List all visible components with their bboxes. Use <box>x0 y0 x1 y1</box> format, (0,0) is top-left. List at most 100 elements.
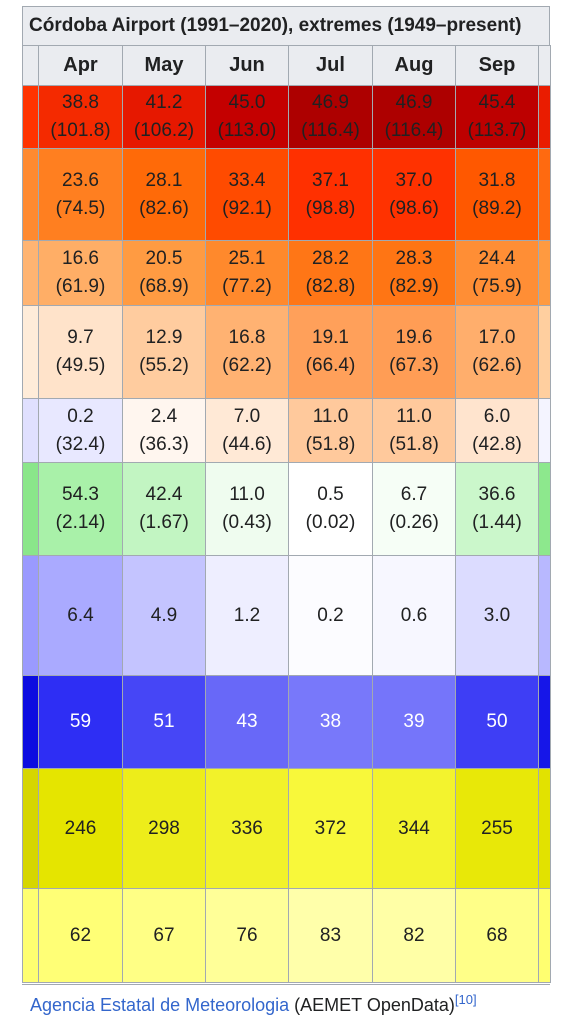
cell-text: (1.67) <box>139 512 189 533</box>
edge-cell <box>538 555 551 676</box>
cell-text: 45.0 <box>228 92 266 113</box>
cell-text: 11.0 <box>396 405 432 427</box>
cell-text: 76 <box>236 924 258 946</box>
table-cell: 46.9 (116.4) <box>372 85 456 149</box>
edge-cell <box>22 462 39 556</box>
cell-text: (66.4) <box>305 355 356 376</box>
source-footer: Agencia Estatal de Meteorologia (AEMET O… <box>22 984 550 1018</box>
edge-cell <box>538 462 551 556</box>
cell-text: 4.9 <box>150 604 178 626</box>
edge-cell <box>538 305 551 399</box>
cell-text: 68 <box>486 924 508 946</box>
cell-text: 3.0 <box>483 604 511 626</box>
cell-text: 6.7 <box>400 484 428 505</box>
table-cell: 12.9 (55.2) <box>122 305 206 399</box>
column-header: Apr <box>38 45 123 86</box>
cell-text: 37.0 <box>395 169 433 191</box>
cell-text: 83 <box>319 924 342 946</box>
cell-text: 298 <box>148 817 180 839</box>
table-cell: 11.0 (0.43) <box>205 462 289 556</box>
cell-text: 19.1 <box>312 327 349 348</box>
column-header: Jul <box>288 45 373 86</box>
cell-text: (1.44) <box>472 512 522 533</box>
table-cell: 0.2 (32.4) <box>38 398 123 463</box>
table-cell: 25.1 (77.2) <box>205 240 289 306</box>
table-cell: 67 <box>122 888 206 983</box>
cell-text: 28.2 <box>312 248 349 269</box>
table-cell: 54.3 (2.14) <box>38 462 123 556</box>
table-cell: 6.7 (0.26) <box>372 462 456 556</box>
table-cell: 43 <box>205 675 289 769</box>
cell-text: 33.4 <box>228 169 266 191</box>
cell-text: (101.8) <box>50 120 111 141</box>
edge-cell <box>22 888 39 983</box>
cell-text: (0.43) <box>222 512 272 533</box>
table-cell: 2.4 (36.3) <box>122 398 206 463</box>
cell-text: 0.5 <box>317 484 344 505</box>
cell-text: 16.8 <box>228 327 266 348</box>
cell-text: (92.1) <box>222 197 272 219</box>
edge-cell <box>22 398 39 463</box>
edge-cell <box>538 398 551 463</box>
cell-text: 20.5 <box>145 248 183 269</box>
cell-text: 45.4 <box>478 92 516 113</box>
table-cell: 28.2 (82.8) <box>288 240 373 306</box>
cell-text: (62.6) <box>472 355 522 376</box>
cell-text: 372 <box>314 817 347 839</box>
table-cell: 19.6 (67.3) <box>372 305 456 399</box>
source-note: (AEMET OpenData) <box>289 995 455 1015</box>
cell-text: (75.9) <box>472 276 522 297</box>
header-edge <box>22 45 39 86</box>
table-cell: 41.2 (106.2) <box>122 85 206 149</box>
cell-text: (44.6) <box>222 433 272 455</box>
table-cell: 17.0 (62.6) <box>455 305 539 399</box>
cell-text: 25.1 <box>228 248 266 269</box>
table-cell: 24.4 (75.9) <box>455 240 539 306</box>
column-header: Jun <box>205 45 289 86</box>
cell-text: 46.9 <box>395 92 433 113</box>
column-header: May <box>122 45 206 86</box>
table-cell: 19.1 (66.4) <box>288 305 373 399</box>
cell-text: 24.4 <box>478 248 516 269</box>
cell-text: 344 <box>398 817 430 839</box>
cell-text: 19.6 <box>395 327 433 348</box>
cell-text: 16.6 <box>62 248 99 269</box>
table-cell: 11.0 (51.8) <box>372 398 456 463</box>
cell-text: 43 <box>236 711 258 732</box>
table-cell: 62 <box>38 888 123 983</box>
cell-text: 67 <box>153 924 175 946</box>
table-cell: 11.0 (51.8) <box>288 398 373 463</box>
cell-text: (89.2) <box>472 197 522 219</box>
cell-text: (98.6) <box>389 197 439 219</box>
table-cell: 28.1 (82.6) <box>122 148 206 241</box>
cell-text: 39 <box>403 711 425 732</box>
table-cell: 82 <box>372 888 456 983</box>
reference[interactable]: [10] <box>454 992 477 1007</box>
table-cell: 344 <box>372 768 456 889</box>
cell-text: 50 <box>486 711 508 732</box>
table-cell: 83 <box>288 888 373 983</box>
cell-text: 38.8 <box>62 92 99 113</box>
cell-text: (0.02) <box>305 512 356 533</box>
source-link[interactable]: Agencia Estatal de Meteorologia <box>30 995 290 1015</box>
cell-text: 54.3 <box>62 484 99 505</box>
cell-text: (2.14) <box>55 512 106 533</box>
edge-cell <box>22 305 39 399</box>
edge-cell <box>22 85 39 149</box>
table-cell: 59 <box>38 675 123 769</box>
cell-text: 6.4 <box>67 604 94 626</box>
cell-text: (67.3) <box>389 355 439 376</box>
cell-text: (68.9) <box>139 276 189 297</box>
cell-text: 0.6 <box>400 604 428 626</box>
cell-text: 246 <box>64 817 97 839</box>
cell-text: 37.1 <box>312 169 349 191</box>
cell-text: 82 <box>403 924 425 946</box>
table-cell: 298 <box>122 768 206 889</box>
cell-text: (106.2) <box>133 120 195 141</box>
cell-text: (113.0) <box>217 120 277 141</box>
cell-text: 11.0 <box>229 484 265 505</box>
cell-text: (32.4) <box>55 433 106 455</box>
cell-text: 31.8 <box>478 169 516 191</box>
table-cell: 31.8 (89.2) <box>455 148 539 241</box>
table-cell: 6.0 (42.8) <box>455 398 539 463</box>
